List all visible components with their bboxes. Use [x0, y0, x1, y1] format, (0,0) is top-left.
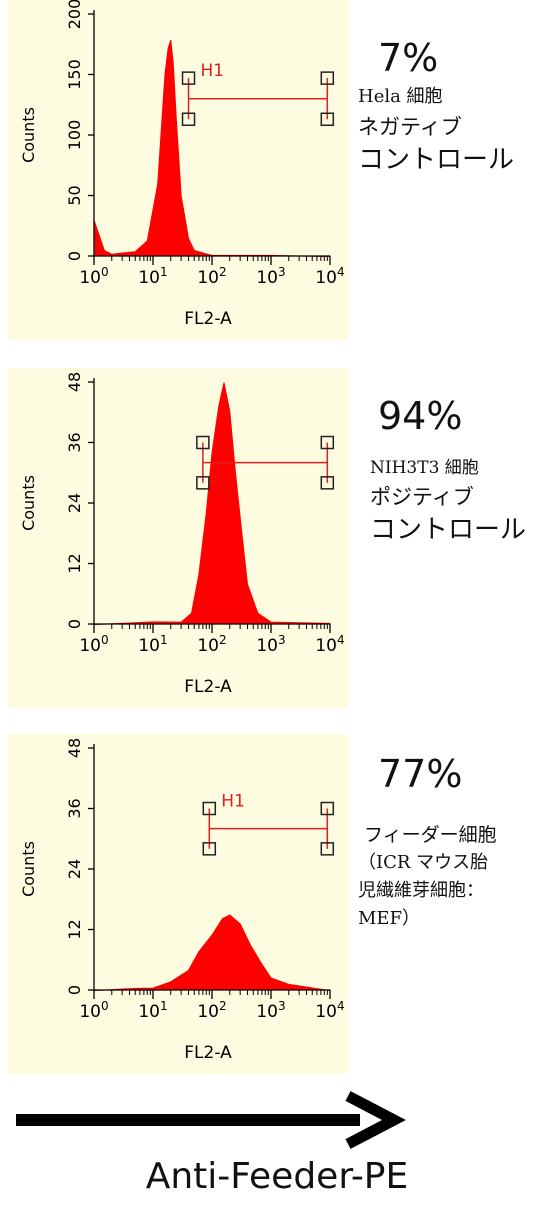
- y-axis-title: Counts: [19, 841, 38, 897]
- y-axis-title: Counts: [19, 475, 38, 531]
- y-tick-label: 24: [65, 493, 84, 513]
- x-axis-title: FL2-A: [184, 1043, 232, 1063]
- annotation-line-2-1: NIH3T3 細胞: [370, 458, 479, 478]
- gate-marker: [181, 71, 196, 85]
- x-tick-label: 102: [197, 633, 226, 656]
- y-tick-label: 50: [65, 185, 84, 205]
- annotation-line-1-3: コントロール: [358, 145, 515, 175]
- gate-marker: [196, 476, 210, 490]
- annotation-line-3-1: フィーダー細胞: [364, 824, 497, 846]
- gate-marker: [202, 801, 217, 816]
- plot-background: [8, 734, 348, 1074]
- y-tick-label: 12: [65, 553, 84, 573]
- annotation-line-3-4: MEF）: [358, 908, 421, 929]
- x-tick-label: 100: [79, 999, 108, 1022]
- histogram-area: [93, 382, 331, 626]
- x-tick-label: 104: [315, 265, 344, 288]
- percent-label-3: 77%: [378, 752, 463, 796]
- x-tick-label: 103: [256, 633, 285, 656]
- annotation-line-3-3: 児繊維芽細胞：: [358, 880, 484, 901]
- gate-marker: [196, 435, 210, 450]
- histogram-panel-2: 0 12 24 36 48 Counts 100 101 102 103 104 FL2-A: [8, 368, 348, 708]
- x-tick-label: 101: [138, 633, 167, 656]
- y-tick-label: 48: [65, 372, 84, 392]
- annotation-line-2-3: コントロール: [370, 515, 527, 545]
- y-tick-label: 100: [65, 120, 84, 151]
- gate-label: H1: [201, 61, 225, 81]
- gate-label: H1: [221, 792, 245, 812]
- percent-label-1: 7%: [378, 36, 439, 80]
- percent-label-2: 94%: [378, 394, 463, 438]
- y-tick-label: 0: [65, 619, 84, 629]
- gate-marker: [320, 112, 335, 127]
- x-tick-label: 102: [197, 999, 226, 1022]
- x-tick-label: 100: [79, 265, 108, 288]
- histogram-chart-1: 0 50 100 150 200 Counts 100 101 102 103 104 FL2-A H1: [8, 0, 348, 340]
- right-arrow-icon: [16, 1091, 406, 1149]
- x-tick-label: 103: [256, 265, 285, 288]
- gate-marker: [202, 842, 217, 856]
- y-tick-label: 48: [65, 738, 84, 758]
- x-tick-label: 104: [315, 633, 344, 656]
- x-tick-label: 100: [79, 633, 108, 656]
- histogram-area: [93, 914, 331, 992]
- x-tick-label: 103: [256, 999, 285, 1022]
- annotation-line-1-1: Hela 細胞: [358, 86, 443, 107]
- histogram-chart-3: 0 12 24 36 48 Counts 100 101 102 103 104 FL2-A H1: [8, 734, 348, 1074]
- histogram-panel-1: 0 50 100 150 200 Counts 100 101 102 103 104 FL2-A H1: [8, 0, 348, 340]
- gate-marker: [320, 801, 335, 816]
- gate-marker: [320, 71, 335, 85]
- y-tick-label: 12: [65, 919, 84, 939]
- y-tick-label: 0: [65, 985, 84, 995]
- histogram-chart-2: 0 12 24 36 48 Counts 100 101 102 103 104 FL2-A: [8, 368, 348, 708]
- y-tick-label: 36: [65, 432, 84, 452]
- y-tick-label: 150: [65, 59, 84, 90]
- gate-marker: [320, 435, 335, 450]
- gate-marker: [320, 476, 335, 490]
- plot-background: [8, 368, 348, 708]
- histogram-panel-3: 0 12 24 36 48 Counts 100 101 102 103 104 FL2-A H1: [8, 734, 348, 1074]
- x-axis-title: FL2-A: [184, 309, 232, 329]
- x-axis-title: Anti-Feeder-PE: [145, 1156, 409, 1197]
- x-tick-label: 102: [197, 265, 226, 288]
- annotation-line-3-2: （ICR マウス胎: [358, 852, 489, 873]
- gate-marker: [181, 112, 196, 127]
- x-axis-title: FL2-A: [184, 677, 232, 697]
- x-tick-label: 101: [138, 265, 167, 288]
- annotation-line-2-2: ポジティブ: [370, 485, 474, 509]
- y-tick-label: 200: [65, 0, 84, 29]
- x-axis-arrow: [10, 1090, 410, 1154]
- gate-marker: [320, 842, 335, 856]
- y-tick-label: 36: [65, 798, 84, 818]
- x-tick-label: 101: [138, 999, 167, 1022]
- annotation-line-1-2: ネガティブ: [358, 115, 462, 139]
- x-tick-label: 104: [315, 999, 344, 1022]
- y-axis-title: Counts: [19, 107, 38, 163]
- y-tick-label: 0: [65, 251, 84, 261]
- y-tick-label: 24: [65, 859, 84, 879]
